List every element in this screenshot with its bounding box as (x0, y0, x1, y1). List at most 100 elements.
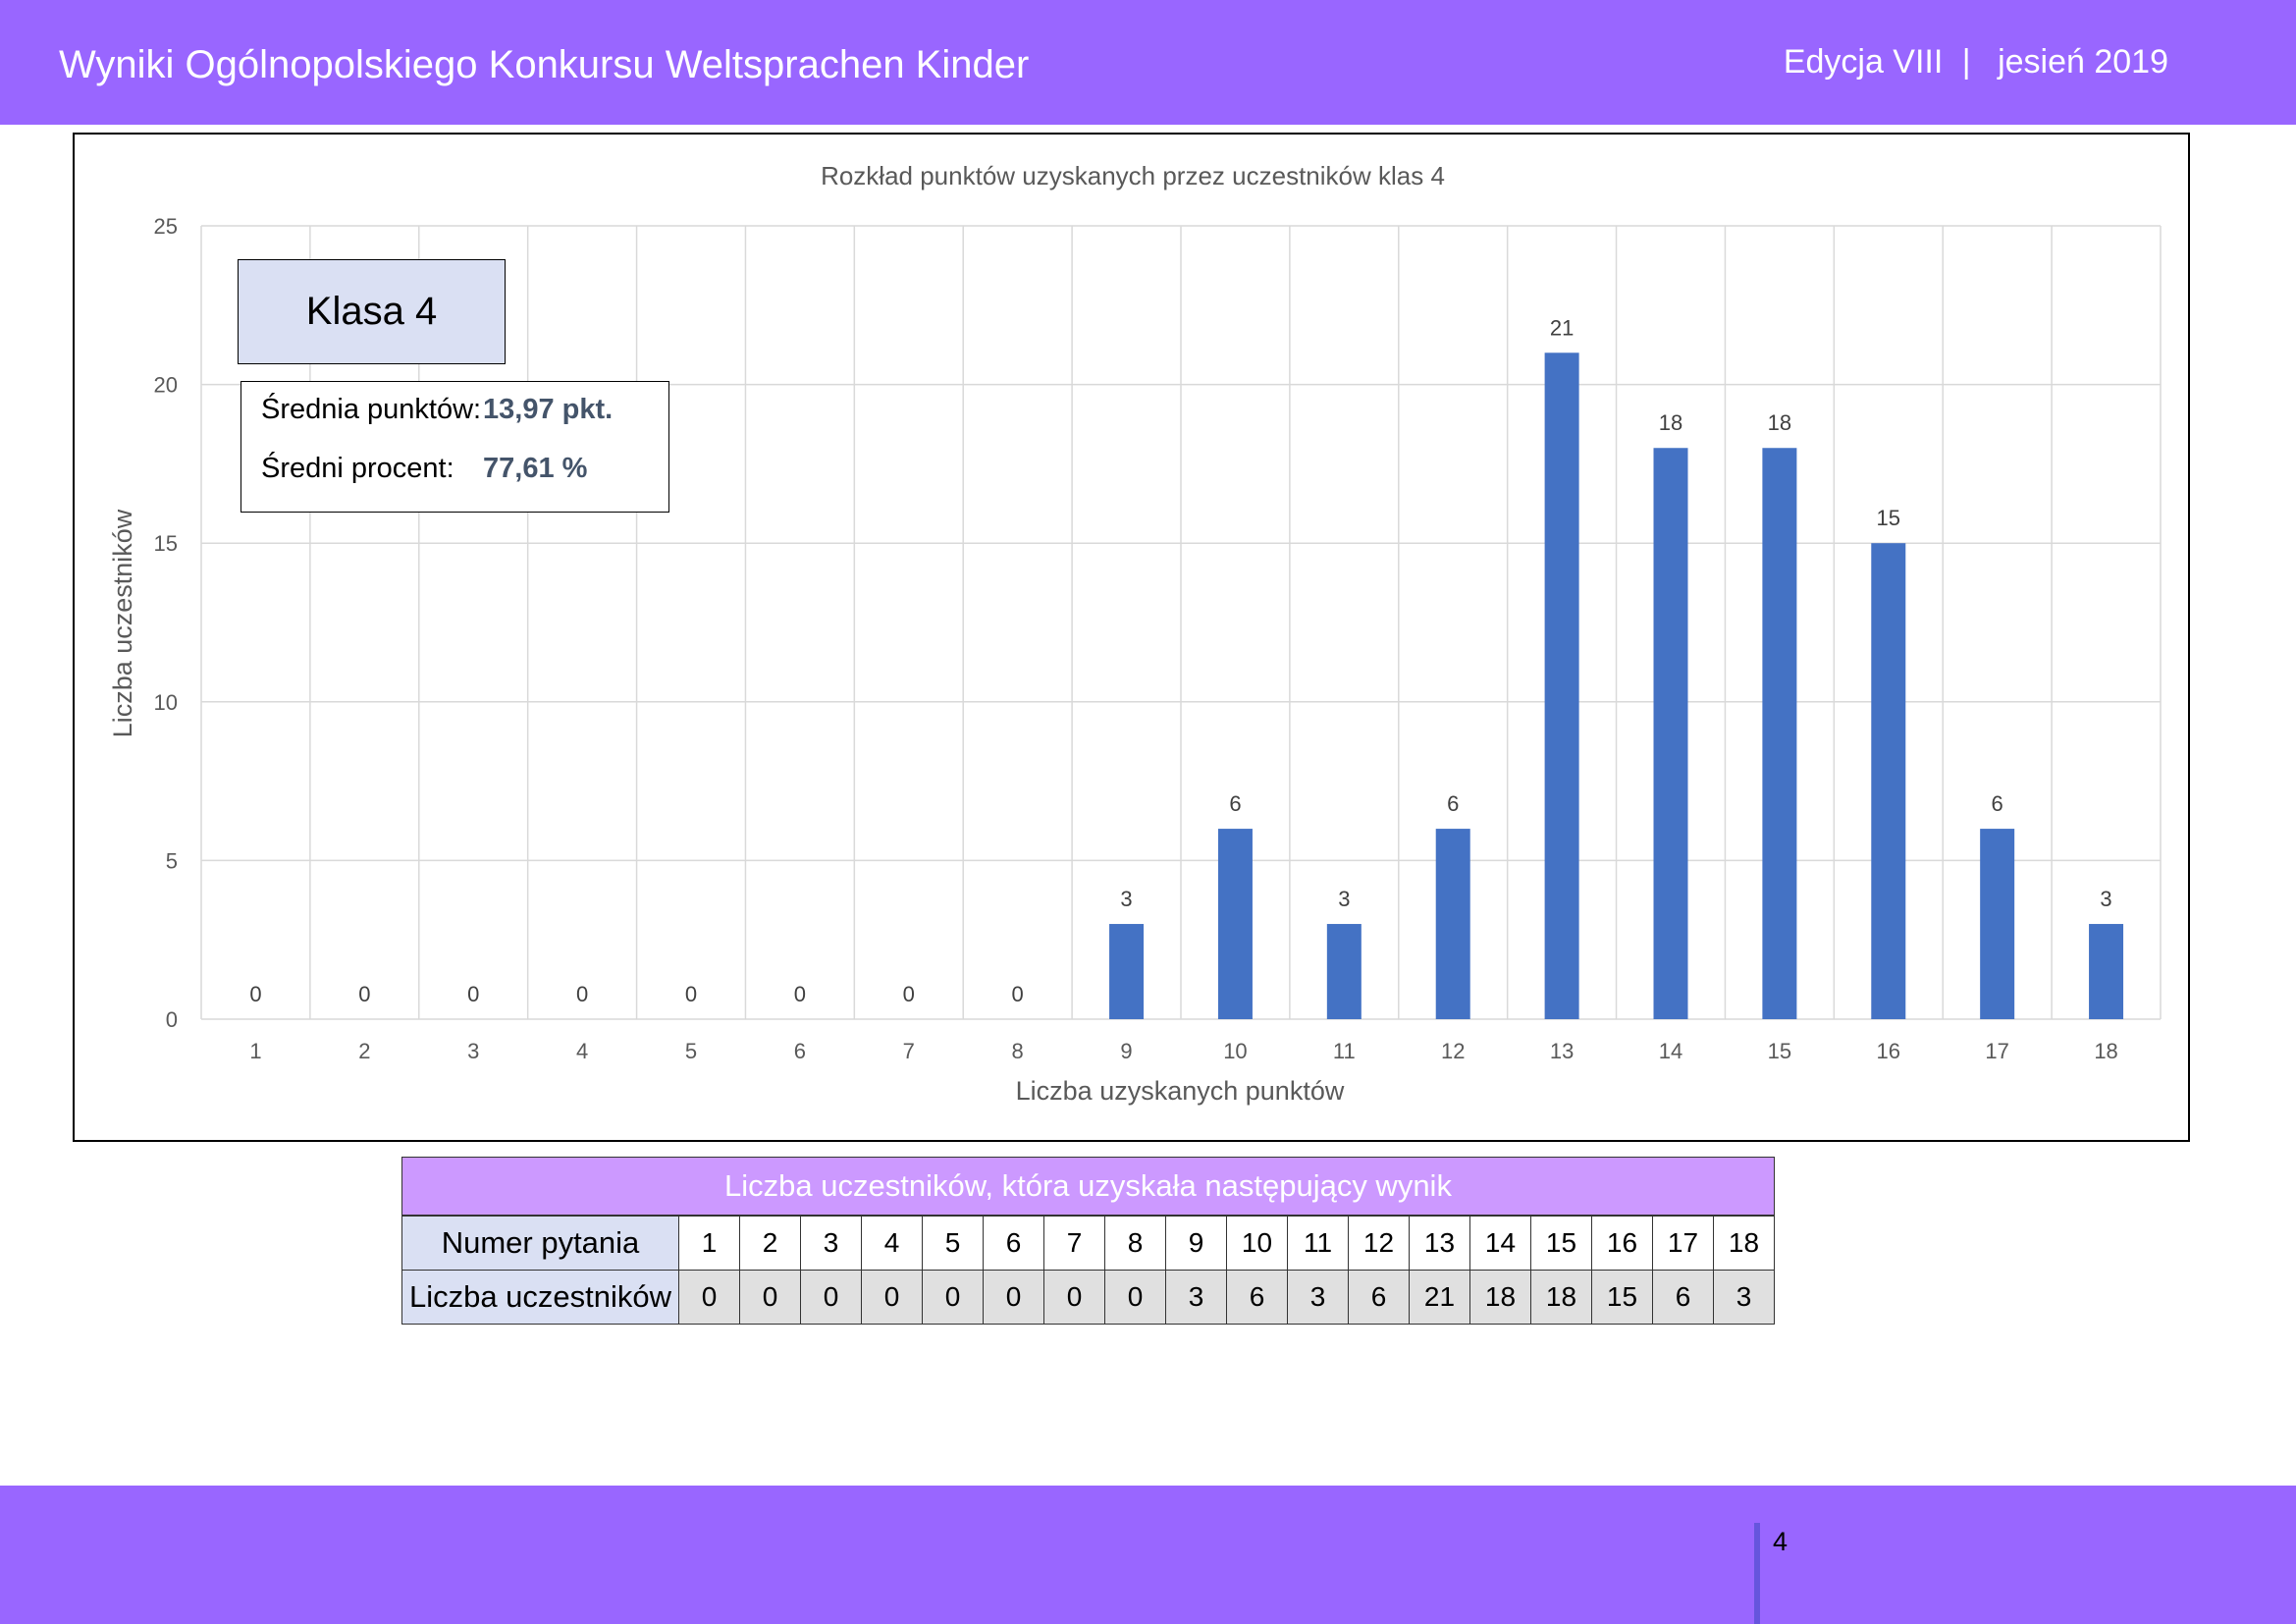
question-number-cell: 8 (1104, 1216, 1166, 1271)
data-label: 0 (685, 982, 697, 1006)
avg-points-label: Średnia punktów: (261, 394, 482, 425)
table-row: Numer pytania 1 2 3 4 5 6 7 8 9 10 11 12 13 14 15 16 17 1… (401, 1216, 1775, 1271)
avg-percent-label: Średni procent: (261, 453, 454, 484)
results-grid: Numer pytania 1 2 3 4 5 6 7 8 9 10 11 12 13 14 15 16 17 1… (401, 1216, 1775, 1325)
footer-divider (1754, 1523, 1760, 1624)
participant-count-cell: 6 (1652, 1270, 1714, 1325)
table-title: Liczba uczestników, która uzyskała nastę… (401, 1157, 1775, 1216)
avg-points-row: Średnia punktów: 13,97 pkt. (261, 394, 613, 426)
x-tick-label: 12 (1441, 1039, 1465, 1063)
bar (1109, 924, 1145, 1019)
data-label: 0 (576, 982, 588, 1006)
data-label: 18 (1768, 410, 1791, 435)
x-tick-label: 3 (467, 1039, 479, 1063)
avg-percent-value: 77,61 % (483, 453, 588, 484)
header-season: jesień 2019 (1998, 43, 2168, 81)
stats-box: Średnia punktów: 13,97 pkt. Średni proce… (240, 381, 669, 513)
data-label: 0 (358, 982, 370, 1006)
y-tick-label: 5 (166, 848, 178, 873)
page-footer: 4 (0, 1486, 2296, 1624)
participant-count-cell: 0 (1043, 1270, 1105, 1325)
x-tick-label: 13 (1550, 1039, 1574, 1063)
participant-count-cell: 18 (1530, 1270, 1592, 1325)
header-edition: Edycja VIII (1783, 43, 1944, 81)
question-number-cell: 11 (1287, 1216, 1349, 1271)
participant-count-cell: 0 (1104, 1270, 1166, 1325)
y-tick-label: 0 (166, 1007, 178, 1032)
bar (1762, 448, 1797, 1019)
bar (1435, 829, 1470, 1019)
question-number-cell: 9 (1165, 1216, 1227, 1271)
data-label: 3 (1338, 887, 1350, 911)
bar (1544, 352, 1579, 1019)
x-axis-label: Liczba uzyskanych punktów (1016, 1076, 1345, 1106)
participant-count-cell: 0 (739, 1270, 801, 1325)
question-number-cell: 14 (1469, 1216, 1531, 1271)
x-tick-label: 18 (2094, 1039, 2117, 1063)
y-tick-label: 20 (154, 373, 178, 398)
y-tick-label: 25 (154, 214, 178, 239)
participant-count-cell: 18 (1469, 1270, 1531, 1325)
participant-count-cell: 3 (1165, 1270, 1227, 1325)
row-header-questions: Numer pytania (401, 1216, 679, 1271)
data-label: 6 (1992, 791, 2003, 816)
x-tick-label: 9 (1120, 1039, 1132, 1063)
x-tick-label: 2 (358, 1039, 370, 1063)
participant-count-cell: 3 (1287, 1270, 1349, 1325)
bar (1217, 829, 1253, 1019)
participant-count-cell: 0 (922, 1270, 984, 1325)
question-number-cell: 15 (1530, 1216, 1592, 1271)
data-label: 0 (794, 982, 806, 1006)
question-number-cell: 2 (739, 1216, 801, 1271)
x-tick-label: 16 (1877, 1039, 1900, 1063)
class-label-box: Klasa 4 (238, 259, 506, 364)
participant-count-cell: 21 (1409, 1270, 1470, 1325)
header-edition-info: Edycja VIII | jesień 2019 (1784, 43, 2168, 81)
question-number-cell: 6 (983, 1216, 1044, 1271)
data-label: 15 (1877, 506, 1900, 530)
bar (2089, 924, 2124, 1019)
question-number-cell: 5 (922, 1216, 984, 1271)
x-tick-label: 11 (1333, 1039, 1356, 1063)
x-tick-label: 8 (1012, 1039, 1024, 1063)
bar (1653, 448, 1688, 1019)
bar (1326, 924, 1362, 1019)
page-header: Wyniki Ogólnopolskiego Konkursu Weltspra… (0, 0, 2296, 125)
participant-count-cell: 0 (861, 1270, 923, 1325)
results-table: Liczba uczestników, która uzyskała nastę… (401, 1157, 1775, 1325)
participant-count-cell: 6 (1348, 1270, 1410, 1325)
row-header-counts: Liczba uczestników (401, 1270, 679, 1325)
bar (1871, 543, 1906, 1019)
x-tick-label: 17 (1985, 1039, 2008, 1063)
question-number-cell: 16 (1591, 1216, 1653, 1271)
question-number-cell: 10 (1226, 1216, 1288, 1271)
question-number-cell: 17 (1652, 1216, 1714, 1271)
data-label: 21 (1550, 315, 1574, 340)
y-axis-label: Liczba uczestników (108, 509, 137, 737)
data-label: 0 (1012, 982, 1024, 1006)
data-label: 0 (249, 982, 261, 1006)
question-number-cell: 4 (861, 1216, 923, 1271)
header-separator: | (1961, 43, 1971, 81)
x-tick-label: 7 (903, 1039, 915, 1063)
data-label: 0 (903, 982, 915, 1006)
participant-count-cell: 0 (983, 1270, 1044, 1325)
x-tick-label: 6 (794, 1039, 806, 1063)
participant-count-cell: 6 (1226, 1270, 1288, 1325)
x-tick-label: 10 (1223, 1039, 1247, 1063)
x-tick-label: 15 (1768, 1039, 1791, 1063)
question-number-cell: 12 (1348, 1216, 1410, 1271)
question-number-cell: 7 (1043, 1216, 1105, 1271)
data-label: 0 (467, 982, 479, 1006)
x-tick-label: 5 (685, 1039, 697, 1063)
x-tick-label: 14 (1659, 1039, 1682, 1063)
question-number-cell: 13 (1409, 1216, 1470, 1271)
participant-count-cell: 3 (1713, 1270, 1775, 1325)
bar (1980, 829, 2015, 1019)
data-label: 3 (1120, 887, 1132, 911)
x-tick-label: 1 (249, 1039, 261, 1063)
data-label: 6 (1229, 791, 1241, 816)
y-tick-label: 10 (154, 690, 178, 715)
avg-percent-row: Średni procent: 77,61 % (261, 453, 587, 485)
